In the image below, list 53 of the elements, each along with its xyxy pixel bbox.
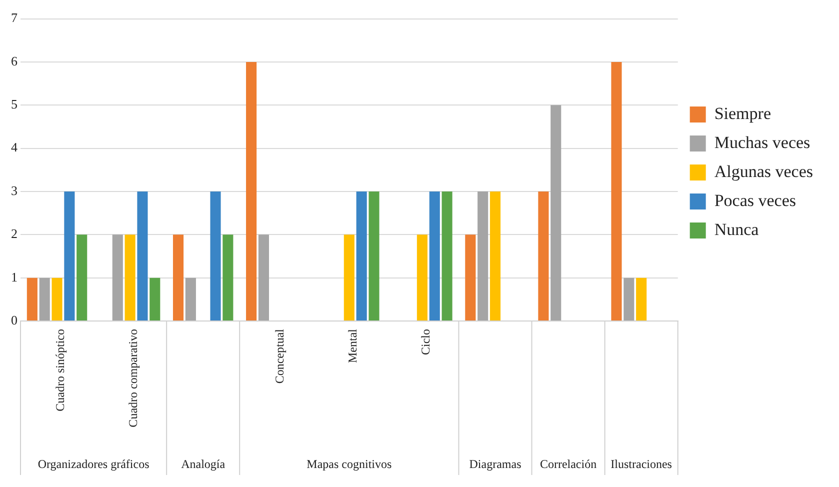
text: Correlación <box>540 457 597 472</box>
bar <box>137 191 148 320</box>
text: Diagramas <box>469 457 522 472</box>
y-tick-label: 6 <box>11 53 18 68</box>
bar <box>222 234 234 320</box>
y-tick-label: 3 <box>11 182 18 198</box>
bar <box>550 105 562 320</box>
bar <box>258 234 269 320</box>
bar <box>636 278 647 320</box>
legend-label: Nunca <box>714 220 760 239</box>
bar <box>416 234 428 320</box>
bar <box>185 278 196 320</box>
bar <box>172 234 184 320</box>
text: Mapas cognitivos <box>306 457 392 472</box>
bar <box>368 191 380 320</box>
x-tick-label: Ciclo <box>418 329 432 355</box>
legend-label: Muchas veces <box>714 132 810 152</box>
text: Analogía <box>181 457 226 472</box>
bar <box>64 191 75 320</box>
text: Organizadores gráficos <box>38 457 150 472</box>
bar <box>124 234 136 320</box>
bar <box>210 191 221 320</box>
legend-label: Algunas veces <box>714 162 814 181</box>
x-tick-label: Cuadro sinóptico <box>53 329 68 412</box>
bar <box>52 278 62 320</box>
bar <box>26 278 38 320</box>
legend-label: Siempre <box>714 104 771 123</box>
y-tick-label: 2 <box>11 226 18 242</box>
y-tick-label: 1 <box>11 269 18 284</box>
x-tick-label: Cuadro comparativo <box>126 329 140 428</box>
text: Ilustraciones <box>610 457 672 472</box>
y-tick-label: 0 <box>11 312 18 328</box>
bar <box>246 62 257 320</box>
bar <box>478 191 488 320</box>
legend-label: Pocas veces <box>714 190 796 210</box>
bar <box>112 234 123 320</box>
x-tick-label: Conceptual <box>272 328 286 384</box>
x-tick-label: Mental <box>345 328 360 363</box>
bar <box>490 191 501 320</box>
bar <box>611 62 622 320</box>
y-tick-label: 4 <box>11 140 18 155</box>
bar <box>538 191 549 320</box>
bar <box>76 234 88 320</box>
bar <box>442 191 452 320</box>
bar <box>624 278 634 320</box>
y-tick-label: 7 <box>11 10 18 26</box>
bar <box>429 191 440 320</box>
bar <box>39 278 50 320</box>
bar <box>356 191 367 320</box>
bar <box>465 234 476 320</box>
bar <box>150 278 160 320</box>
bar <box>344 234 354 320</box>
y-tick-label: 5 <box>11 96 18 112</box>
